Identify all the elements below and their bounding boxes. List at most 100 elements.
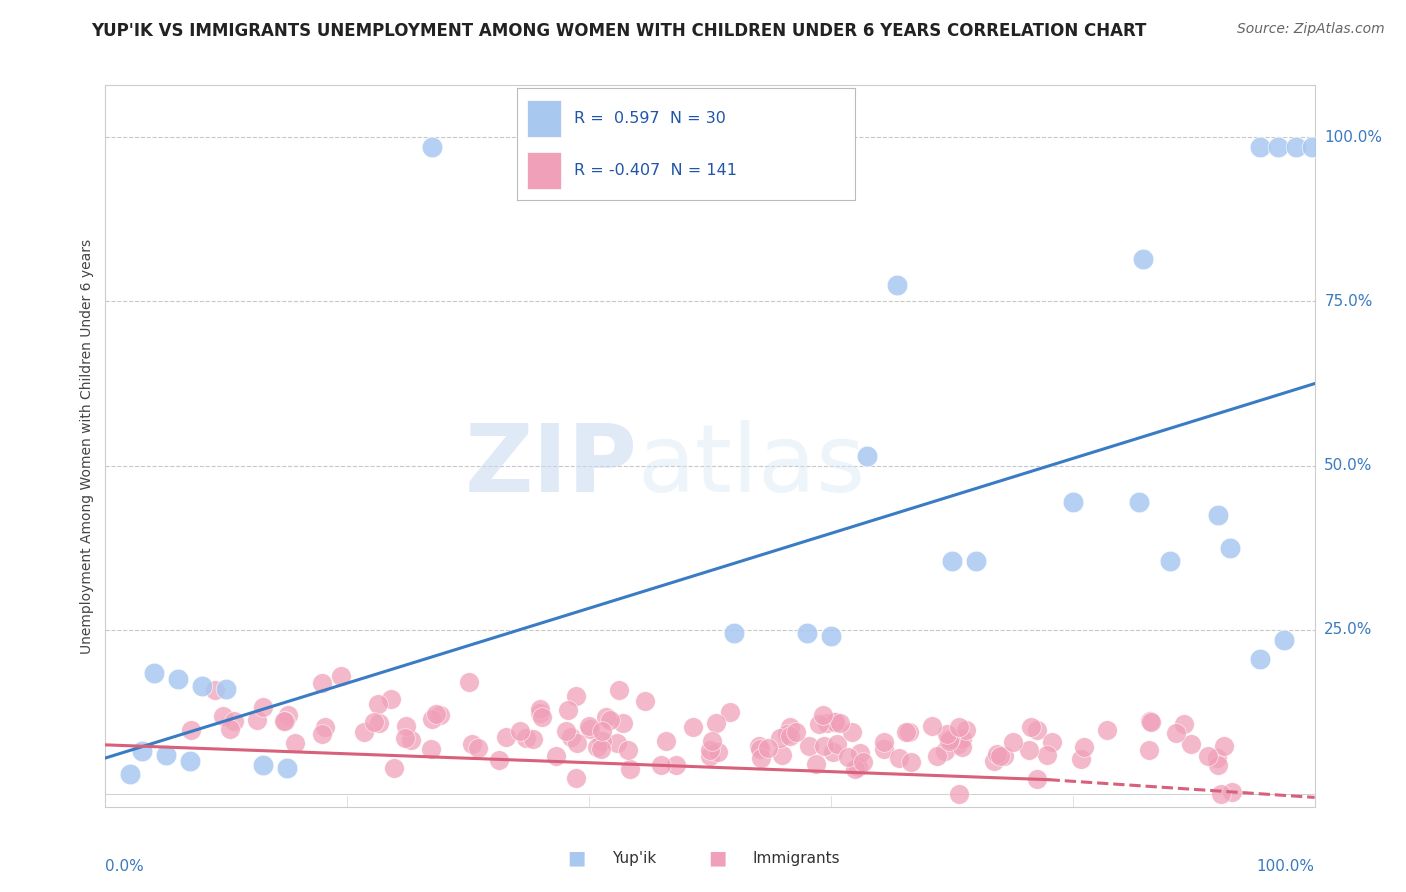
Point — [467, 741, 489, 756]
Point — [616, 743, 638, 757]
Point — [367, 697, 389, 711]
Point — [844, 762, 866, 776]
Point — [1267, 140, 1289, 154]
Point — [419, 742, 441, 756]
Point — [215, 681, 238, 696]
Point — [841, 725, 863, 739]
Point — [682, 720, 704, 734]
Point — [1220, 785, 1243, 799]
Point — [1301, 140, 1323, 154]
Point — [1095, 723, 1118, 738]
Point — [1206, 508, 1229, 522]
Point — [749, 741, 772, 756]
Point — [873, 742, 896, 756]
Point — [813, 739, 835, 753]
Point — [1128, 495, 1150, 509]
Point — [1249, 140, 1271, 154]
Point — [461, 737, 484, 751]
Point — [634, 694, 657, 708]
Point — [856, 449, 879, 463]
Point — [420, 140, 443, 154]
Point — [1212, 739, 1234, 753]
Point — [941, 554, 963, 568]
Point — [488, 753, 510, 767]
Point — [756, 741, 779, 756]
Point — [273, 714, 295, 729]
Point — [554, 723, 576, 738]
Point — [529, 701, 551, 715]
Point — [578, 719, 600, 733]
Text: 75.0%: 75.0% — [1324, 294, 1372, 309]
Point — [565, 690, 588, 704]
Point — [925, 748, 948, 763]
Text: atlas: atlas — [637, 420, 866, 512]
Point — [704, 716, 727, 731]
Text: ZIP: ZIP — [464, 420, 637, 512]
Point — [1285, 140, 1308, 154]
Point — [1249, 652, 1271, 666]
Point — [429, 708, 451, 723]
Point — [531, 710, 554, 724]
Point — [748, 739, 770, 754]
Point — [1139, 714, 1161, 729]
Point — [595, 710, 617, 724]
Point — [560, 731, 582, 745]
Text: Immigrants: Immigrants — [752, 851, 839, 865]
Point — [718, 706, 741, 720]
Point — [846, 760, 869, 774]
Point — [921, 719, 943, 733]
Point — [180, 723, 202, 737]
Text: 25.0%: 25.0% — [1324, 623, 1372, 638]
Point — [564, 771, 586, 785]
Point — [934, 744, 956, 758]
Point — [1173, 716, 1195, 731]
Point — [118, 767, 141, 781]
Text: 100.0%: 100.0% — [1324, 130, 1382, 145]
Point — [495, 730, 517, 744]
Point — [142, 665, 165, 680]
Point — [311, 727, 333, 741]
Point — [796, 626, 818, 640]
Point — [702, 734, 724, 748]
Point — [314, 720, 336, 734]
Point — [873, 735, 896, 749]
Point — [1159, 554, 1181, 568]
Point — [1040, 735, 1063, 749]
Point — [950, 739, 973, 754]
Point — [723, 626, 745, 640]
Point — [211, 708, 233, 723]
Point — [986, 747, 1008, 762]
Point — [769, 731, 792, 745]
Point — [515, 731, 537, 746]
Text: YUP'IK VS IMMIGRANTS UNEMPLOYMENT AMONG WOMEN WITH CHILDREN UNDER 6 YEARS CORREL: YUP'IK VS IMMIGRANTS UNEMPLOYMENT AMONG … — [91, 22, 1147, 40]
Point — [993, 749, 1015, 764]
Point — [363, 714, 385, 729]
Point — [785, 724, 807, 739]
Point — [222, 714, 245, 729]
Point — [155, 747, 177, 762]
Point — [938, 734, 960, 748]
Point — [274, 714, 297, 729]
Point — [948, 787, 970, 801]
Point — [252, 700, 274, 714]
Point — [749, 751, 772, 765]
Point — [218, 722, 240, 736]
Point — [665, 757, 688, 772]
Point — [779, 720, 801, 734]
Point — [827, 737, 849, 751]
Point — [894, 725, 917, 739]
Point — [167, 672, 190, 686]
Point — [609, 683, 631, 698]
Point — [204, 683, 226, 698]
Text: Source: ZipAtlas.com: Source: ZipAtlas.com — [1237, 22, 1385, 37]
Point — [420, 712, 443, 726]
Point — [619, 762, 641, 776]
Point — [823, 715, 845, 730]
Point — [900, 755, 922, 769]
Point — [394, 731, 416, 745]
Point — [939, 731, 962, 746]
Point — [579, 723, 602, 737]
Point — [654, 734, 676, 748]
Point — [776, 727, 799, 741]
Point — [779, 729, 801, 743]
